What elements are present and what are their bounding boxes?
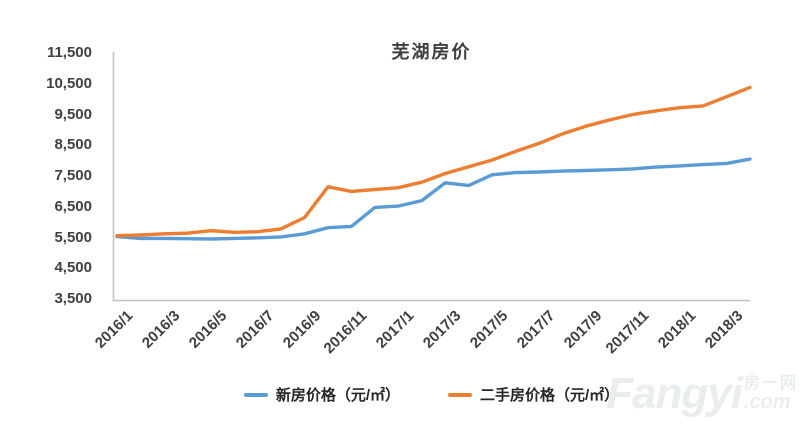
watermark-com: .com [743,391,791,413]
chart-title: 芜湖房价 [391,42,472,62]
legend-line-icon [448,392,472,397]
y-tick-label: 5,500 [54,228,92,246]
y-tick-label: 10,500 [46,74,92,92]
y-tick-label: 4,500 [54,259,92,277]
legend-label: 二手房价格（元/㎡） [480,387,620,404]
legend-item-1: 二手房价格（元/㎡） [448,384,619,405]
legend: 新房价格（元/㎡） 二手房价格（元/㎡） [113,384,750,405]
y-tick-label: 3,500 [54,290,92,307]
legend-line-icon [243,392,268,397]
y-tick-label: 6,500 [54,197,92,215]
legend-label: 新房价格（元/㎡） [275,387,400,404]
watermark-chinese: 房一网 [743,375,798,392]
watermark-brand: Fangyi [606,369,743,418]
legend-item-0: 新房价格（元/㎡） [243,384,400,405]
watermark: Fangyi 房一网 .com [606,372,798,416]
y-tick-label: 8,500 [54,136,92,154]
y-tick-label: 11,500 [46,44,92,61]
series-line-1 [115,85,752,238]
y-tick-label: 9,500 [54,105,92,123]
series-line-0 [115,157,752,241]
y-tick-label: 7,500 [54,167,92,184]
watermark-stack: 房一网 .com [743,375,798,413]
